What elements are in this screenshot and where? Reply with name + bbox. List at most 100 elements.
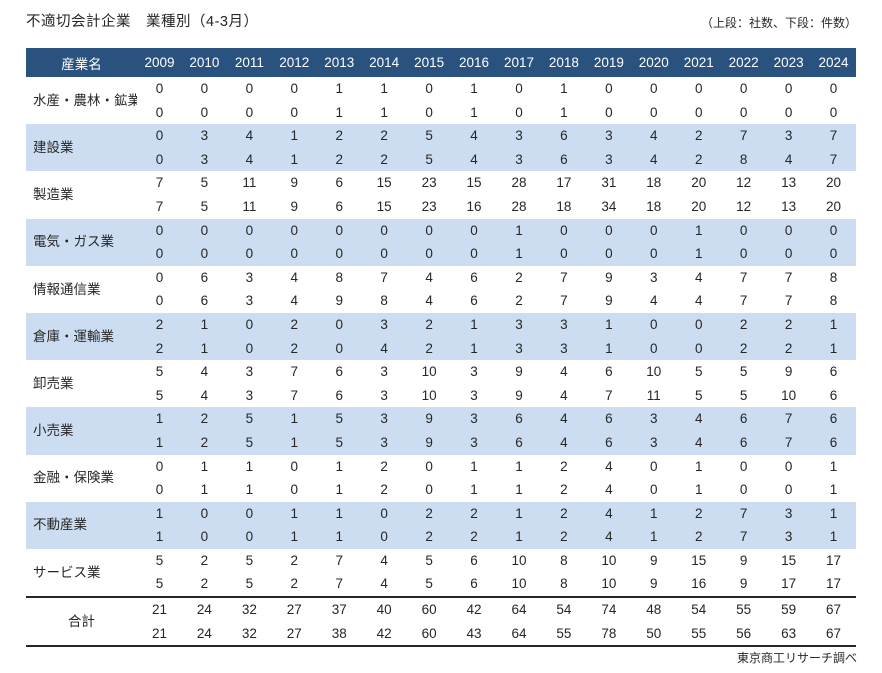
case-count-cell: 0 [316,336,362,361]
company-count-cell: 5 [316,407,362,431]
company-count-cell: 0 [425,81,433,96]
company-count-cell: 6 [470,269,478,285]
case-count-cell: 6 [470,293,478,309]
case-count-cell: 4 [766,147,812,172]
case-count-cell: 3 [245,387,254,403]
case-count-cell: 6 [496,430,542,455]
company-count-cell: 6 [335,175,343,191]
case-count-cell: 56 [721,621,767,648]
company-count-cell: 0 [451,218,497,243]
case-count-cell: 0 [739,104,748,120]
company-count-cell: 10 [601,552,617,568]
company-count-cell: 0 [290,81,299,96]
company-count-cell: 8 [335,269,343,285]
industry-row-lower: 5 2 5 2 7 4 5 6 10 8 10 9 16 9 17 17 [26,572,856,597]
industry-row-upper: 倉庫・運輸業 2 1 0 2 0 3 2 1 3 3 1 0 0 2 2 1 [26,312,856,361]
case-count-cell: 9 [739,576,748,592]
case-count-cell: 0 [425,104,433,120]
company-count-cell: 0 [631,312,677,337]
company-count-cell: 27 [271,596,317,622]
case-count-cell: 1 [631,525,677,549]
company-count-cell: 5 [425,552,433,568]
industry-label: 情報通信業 [33,281,101,297]
case-count-cell: 0 [766,242,812,266]
company-count-cell: 0 [605,81,613,96]
company-count-cell: 7 [811,124,856,148]
case-count-cell: 0 [515,104,523,120]
case-count-cell: 10 [511,576,527,592]
year-header: 2013 [316,48,362,77]
case-count-cell: 8 [560,576,568,592]
company-count-cell: 6 [496,407,542,431]
company-count-cell: 3 [181,124,227,148]
company-count-cell: 0 [137,124,182,148]
company-count-cell: 5 [739,364,748,380]
year-header: 2018 [541,48,587,77]
company-count-cell: 0 [694,81,703,96]
case-count-cell: 2 [380,482,388,498]
case-count-cell: 6 [470,576,478,592]
company-count-cell: 0 [541,218,587,243]
case-count-cell: 0 [226,525,272,549]
company-count-cell: 3 [766,501,812,526]
case-count-cell: 1 [694,482,703,498]
case-count-cell: 18 [556,198,572,214]
case-count-cell: 0 [137,147,182,172]
case-count-cell: 18 [646,198,662,214]
company-count-cell: 7 [721,124,767,148]
company-count-cell: 1 [181,312,227,337]
industry-label: 建設業 [26,124,137,172]
case-count-cell: 3 [496,147,542,172]
company-count-cell: 0 [226,501,272,526]
company-count-cell: 54 [541,596,587,622]
case-count-cell: 24 [181,621,227,648]
company-count-cell: 18 [646,175,662,191]
case-count-cell: 11 [646,387,661,403]
case-count-cell: 15 [376,198,392,214]
industry-label: 合計 [26,596,137,648]
company-count-cell: 54 [676,596,722,622]
year-header: 2017 [496,48,542,77]
company-count-cell: 1 [271,407,317,431]
case-count-cell: 3 [766,525,812,549]
company-count-cell: 0 [181,501,227,526]
industry-row-upper: 水産・農林・鉱業 0 0 0 0 1 1 0 1 0 1 0 0 0 0 0 0 [26,77,856,108]
industry-year-table: 産業名 2009 2010 2011 2012 2013 2014 2015 2016 2017… [26,48,856,648]
industry-row-lower: 21 24 32 27 38 42 60 43 64 55 78 50 55 56 63 67 [26,621,856,648]
case-count-cell: 55 [676,621,722,648]
company-count-cell: 10 [421,364,437,380]
company-count-cell: 6 [605,364,613,380]
company-count-cell: 4 [586,501,632,526]
case-count-cell: 16 [466,198,482,214]
company-count-cell: 2 [406,312,452,337]
case-count-cell: 9 [335,293,343,309]
company-count-cell: 0 [181,218,227,243]
company-count-cell: 1 [271,124,317,148]
company-count-cell: 3 [380,364,388,380]
company-count-cell: 4 [694,269,703,285]
company-count-cell: 7 [560,269,568,285]
company-count-cell: 20 [826,175,842,191]
company-count-cell: 5 [200,175,209,191]
company-count-cell: 1 [515,458,523,474]
case-count-cell: 4 [200,387,209,403]
industry-label: 倉庫・運輸業 [26,312,137,361]
company-count-cell: 1 [694,458,703,474]
case-count-cell: 4 [380,576,388,592]
case-count-cell: 1 [811,525,856,549]
case-count-cell: 3 [245,293,254,309]
company-count-cell: 9 [650,552,658,568]
case-count-cell: 17 [826,576,842,592]
company-count-cell: 0 [155,458,164,474]
company-count-cell: 0 [811,218,856,243]
industry-name-header: 産業名 [26,48,137,77]
case-count-cell: 3 [631,430,677,455]
case-count-cell: 1 [496,525,542,549]
case-count-cell: 7 [560,293,568,309]
case-count-cell: 9 [650,576,658,592]
company-count-cell: 10 [646,364,662,380]
case-count-cell: 2 [361,147,407,172]
industry-label: 金融・保険業 [33,470,114,486]
title-bar: 不適切会計企業 業種別（4-3月） （上段：社数、下段：件数） [26,10,857,31]
case-count-cell: 0 [811,242,856,266]
